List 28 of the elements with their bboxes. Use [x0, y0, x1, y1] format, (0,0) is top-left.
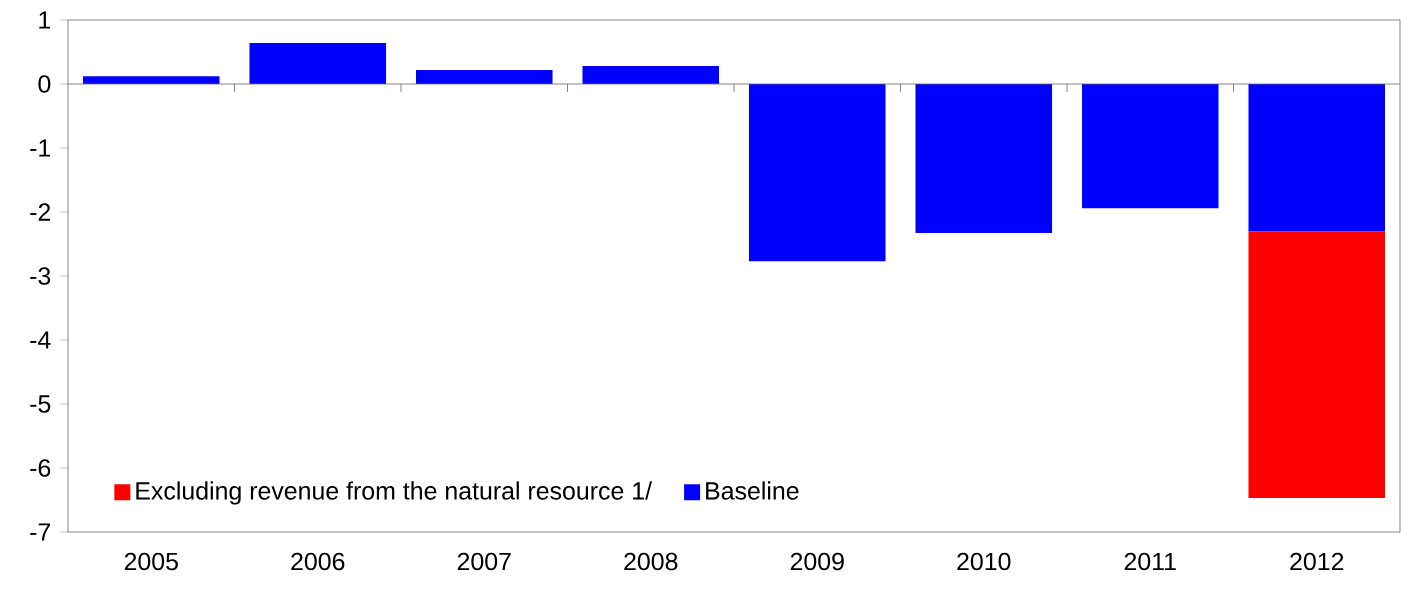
y-tick-label: 0	[38, 75, 51, 93]
y-tick-label: -2	[30, 203, 51, 221]
y-tick-label: -6	[30, 459, 51, 477]
bar	[1248, 84, 1386, 232]
x-tick-label: 2011	[1124, 552, 1176, 571]
bar	[249, 43, 387, 84]
y-tick-label: -5	[30, 395, 51, 413]
bar	[415, 69, 553, 84]
y-tick-label: -3	[30, 267, 51, 285]
legend-label: Baseline	[706, 481, 799, 500]
x-tick-label: 2010	[957, 552, 1011, 571]
bar	[82, 76, 220, 84]
x-tick-label: 2009	[790, 552, 844, 571]
bar	[915, 84, 1053, 234]
x-tick-label: 2006	[291, 552, 345, 571]
x-tick-label: 2008	[624, 552, 678, 571]
bar	[1248, 231, 1386, 499]
x-tick-label: 2005	[124, 552, 178, 571]
x-tick-label: 2012	[1290, 552, 1344, 571]
y-tick-label: -1	[30, 139, 51, 157]
y-tick-label: 1	[39, 11, 51, 29]
x-tick-label: 2007	[457, 552, 511, 571]
bar	[582, 66, 720, 84]
y-tick-label: -4	[30, 331, 51, 349]
y-tick-label: -7	[30, 523, 51, 541]
bar	[1081, 84, 1219, 209]
legend-label: Excluding revenue from the natural resource 1/	[136, 481, 653, 505]
bar	[748, 84, 886, 262]
